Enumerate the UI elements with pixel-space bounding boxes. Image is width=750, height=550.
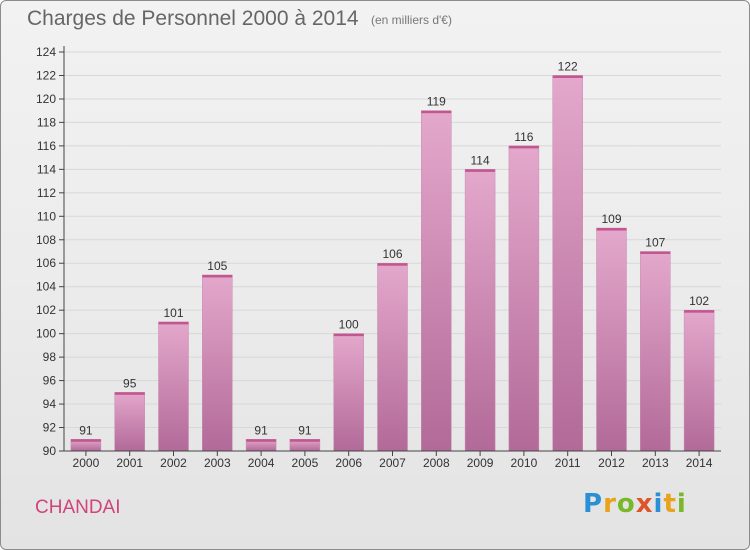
x-tick-label: 2013 bbox=[642, 456, 669, 470]
y-tick-label: 98 bbox=[43, 350, 57, 364]
x-tick-label: 2001 bbox=[116, 456, 143, 470]
x-tick-label: 2003 bbox=[204, 456, 231, 470]
y-tick-label: 102 bbox=[36, 303, 56, 317]
data-label: 106 bbox=[382, 247, 402, 261]
bar-top-edge bbox=[465, 169, 496, 172]
bar-top-edge bbox=[377, 263, 408, 266]
logo-letter: o bbox=[616, 489, 636, 519]
y-tick-label: 106 bbox=[36, 256, 56, 270]
bar-top-edge bbox=[421, 110, 452, 114]
logo-letter: i bbox=[676, 489, 687, 519]
bar bbox=[552, 75, 583, 452]
y-tick-label: 104 bbox=[36, 280, 56, 294]
x-tick-label: 2006 bbox=[335, 456, 362, 470]
data-label: 102 bbox=[689, 294, 709, 308]
y-tick-label: 90 bbox=[43, 444, 57, 458]
bar bbox=[333, 333, 364, 452]
data-label: 114 bbox=[471, 153, 490, 167]
x-tick-label: 2014 bbox=[686, 456, 713, 470]
bar bbox=[421, 110, 452, 452]
bar bbox=[114, 392, 145, 452]
bar bbox=[158, 321, 189, 452]
x-tick-label: 2002 bbox=[160, 456, 187, 470]
x-tick-label: 2007 bbox=[379, 456, 406, 470]
y-tick-label: 124 bbox=[36, 45, 56, 59]
x-tick-label: 2012 bbox=[598, 456, 625, 470]
data-label: 95 bbox=[123, 376, 137, 390]
data-label: 100 bbox=[339, 318, 359, 332]
labels: 90 92 94 96 98 100 102 104 106 108 110 112 114 116 118… bbox=[36, 45, 713, 470]
x-tick-label: 2008 bbox=[423, 456, 450, 470]
bar-top-edge bbox=[596, 228, 627, 231]
y-tick-label: 112 bbox=[37, 186, 56, 200]
y-tick-label: 116 bbox=[37, 139, 56, 153]
logo-letter: t bbox=[663, 489, 677, 519]
data-label: 105 bbox=[207, 259, 227, 273]
bar-top-edge bbox=[552, 75, 583, 78]
chart-subtitle: (en milliers d'€) bbox=[371, 13, 452, 27]
logo-letter: i bbox=[653, 489, 664, 519]
logo-letter: r bbox=[603, 489, 617, 519]
bar bbox=[377, 262, 408, 452]
y-tick-label: 122 bbox=[36, 68, 56, 82]
x-tick-label: 2005 bbox=[292, 456, 319, 470]
bar-top-edge bbox=[70, 439, 101, 442]
bars bbox=[70, 75, 715, 452]
bar-top-edge bbox=[289, 439, 320, 442]
bar-top-edge bbox=[684, 310, 715, 313]
bar bbox=[464, 169, 496, 452]
y-tick-label: 94 bbox=[43, 397, 57, 411]
data-label: 109 bbox=[601, 212, 621, 226]
data-label: 107 bbox=[645, 236, 665, 250]
y-tick-label: 114 bbox=[37, 162, 56, 176]
data-label: 91 bbox=[254, 423, 268, 437]
x-tick-label: 2011 bbox=[555, 456, 581, 470]
x-tick-label: 2009 bbox=[467, 456, 494, 470]
y-tick-label: 110 bbox=[37, 209, 56, 223]
y-tick-label: 120 bbox=[36, 92, 56, 106]
bar bbox=[640, 251, 671, 452]
bar bbox=[202, 274, 233, 452]
bar-top-edge bbox=[114, 392, 145, 395]
y-tick-label: 92 bbox=[43, 421, 57, 435]
data-label: 119 bbox=[427, 95, 446, 109]
bar-top-edge bbox=[246, 439, 277, 442]
bar-top-edge bbox=[333, 333, 364, 337]
chart-title: Charges de Personnel 2000 à 2014 bbox=[27, 7, 359, 30]
logo-letter: x bbox=[635, 489, 654, 519]
axes bbox=[59, 46, 721, 456]
bar bbox=[683, 309, 715, 452]
data-label: 101 bbox=[163, 306, 183, 320]
y-tick-label: 96 bbox=[43, 374, 57, 388]
data-label: 122 bbox=[558, 59, 578, 73]
data-label: 91 bbox=[298, 423, 312, 437]
y-tick-label: 108 bbox=[36, 233, 56, 247]
x-tick-label: 2010 bbox=[511, 456, 538, 470]
bar bbox=[596, 227, 627, 452]
data-label: 91 bbox=[79, 423, 93, 437]
commune-name: CHANDAI bbox=[35, 497, 121, 518]
bar-top-edge bbox=[640, 251, 671, 254]
bar-top-edge bbox=[202, 274, 233, 278]
proxiti-logo: Proxiti bbox=[583, 489, 687, 519]
x-tick-label: 2004 bbox=[248, 456, 275, 470]
logo-letter: P bbox=[583, 489, 604, 519]
bar-top-edge bbox=[508, 145, 539, 149]
x-tick-label: 2000 bbox=[73, 456, 100, 470]
y-tick-label: 118 bbox=[37, 115, 56, 129]
bar bbox=[508, 145, 540, 452]
data-label: 116 bbox=[514, 130, 533, 144]
y-tick-label: 100 bbox=[36, 327, 56, 341]
bar-top-edge bbox=[158, 321, 189, 325]
